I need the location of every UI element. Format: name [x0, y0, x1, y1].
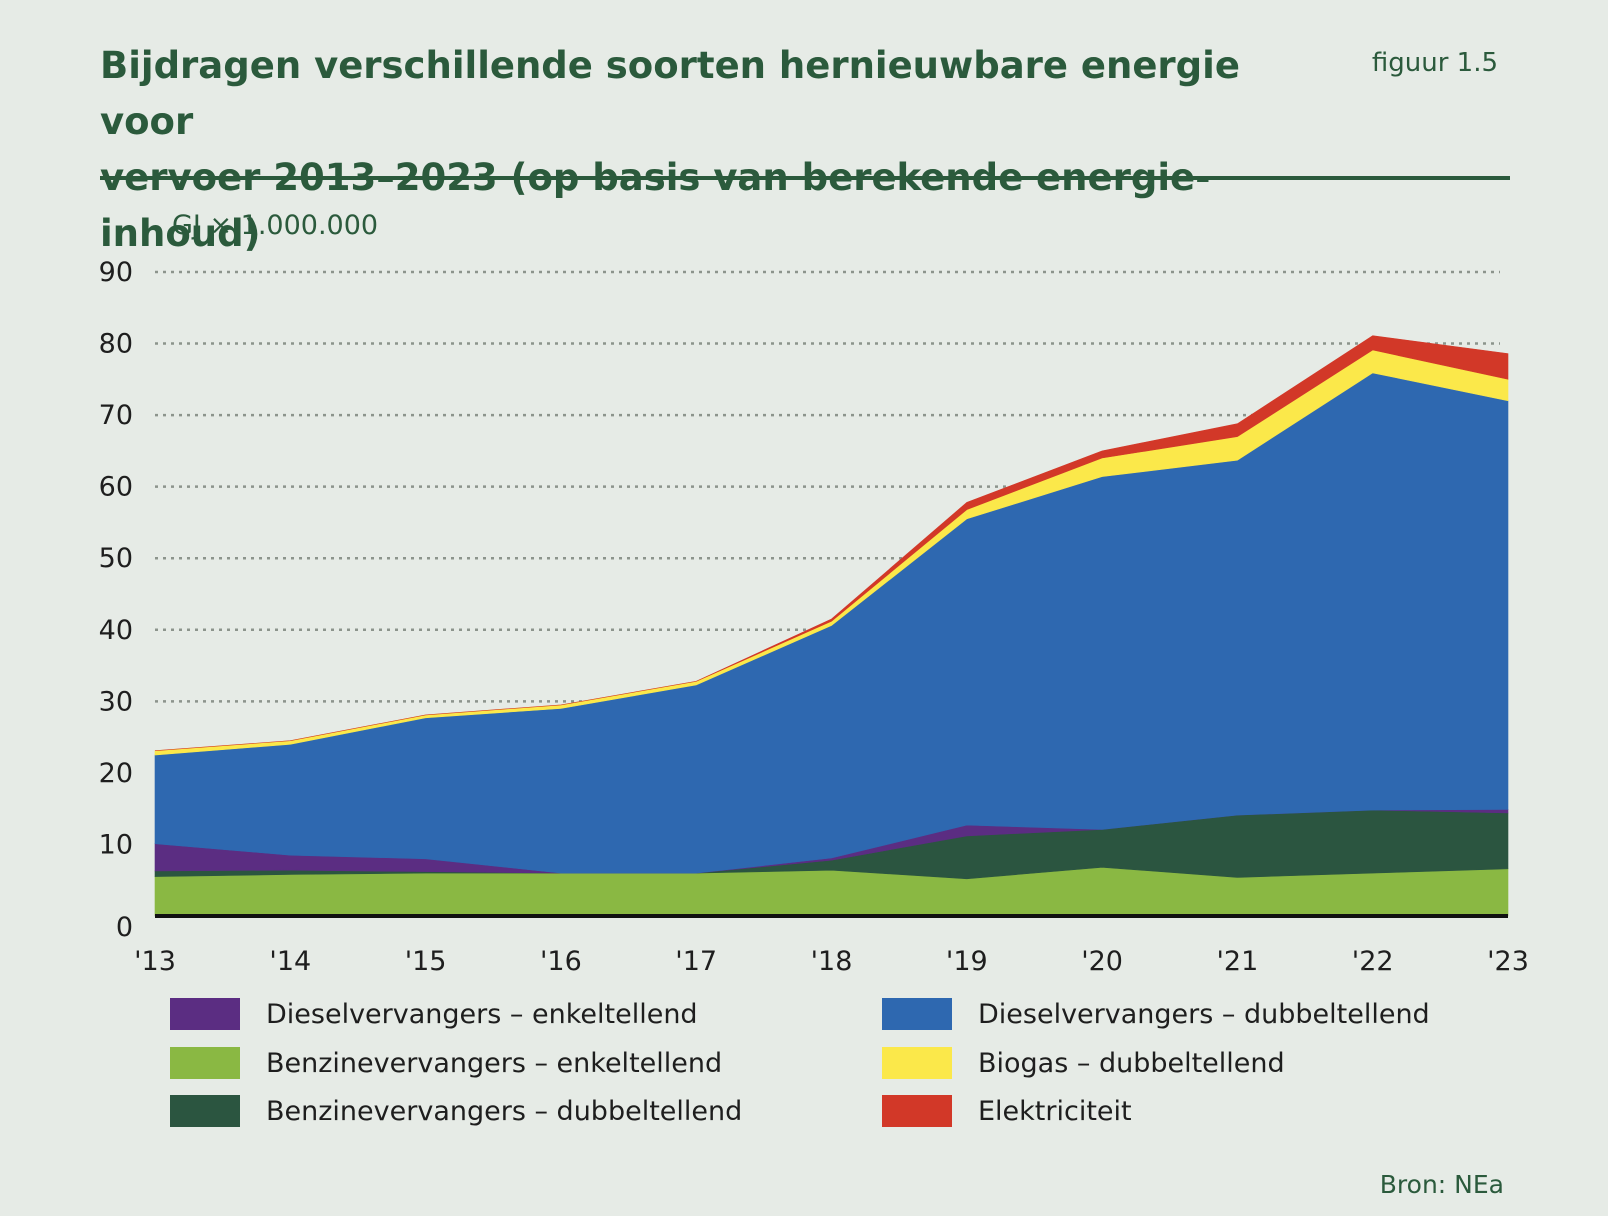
x-tick-label: '22: [1352, 946, 1394, 977]
x-tick-label: '17: [675, 946, 717, 977]
legend-label: Benzinevervangers – dubbeltellend: [266, 1095, 743, 1127]
x-tick-label: '13: [134, 946, 176, 977]
x-tick-label: '16: [540, 946, 582, 977]
x-tick-label: '19: [946, 946, 988, 977]
legend-label: Dieselvervangers – dubbeltellend: [978, 998, 1430, 1030]
y-tick-label: 60: [99, 472, 133, 503]
chart-title-line-1: Bijdragen verschillende soorten hernieuw…: [100, 44, 1240, 143]
x-axis-ticks: '13 '14 '15 '16 '17 '18 '19 '20 '21 '22 '23: [134, 946, 1529, 977]
area-elektriciteit: [154, 335, 1509, 751]
y-tick-label: 10: [99, 829, 133, 860]
legend: Dieselvervangers – enkeltellend Benzinev…: [170, 998, 1470, 1148]
area-series: [154, 335, 1509, 918]
x-tick-label: '14: [269, 946, 311, 977]
legend-swatch: [170, 1095, 240, 1127]
x-tick-label: '15: [405, 946, 447, 977]
y-tick-label: 70: [99, 400, 133, 431]
y-tick-label: 20: [99, 758, 133, 789]
legend-item-elektriciteit: Elektriciteit: [882, 1095, 1132, 1127]
x-tick-label: '21: [1217, 946, 1259, 977]
legend-item-benzinevervangers-enkeltellend: Benzinevervangers – enkeltellend: [170, 1047, 722, 1079]
legend-label: Elektriciteit: [978, 1095, 1132, 1127]
y-tick-label: 50: [99, 543, 133, 574]
x-tick-label: '20: [1081, 946, 1123, 977]
legend-swatch: [882, 1047, 952, 1079]
legend-swatch: [882, 1095, 952, 1127]
y-tick-label: 0: [116, 912, 133, 943]
legend-swatch: [170, 998, 240, 1030]
legend-item-benzinevervangers-dubbeltellend: Benzinevervangers – dubbeltellend: [170, 1095, 742, 1127]
legend-item-dieselvervangers-dubbeltellend: Dieselvervangers – dubbeltellend: [882, 998, 1430, 1030]
x-tick-label: '18: [811, 946, 853, 977]
y-axis-ticks: 0 10 20 30 40 50 60 70 80 90: [99, 257, 133, 943]
y-tick-label: 90: [99, 257, 133, 288]
legend-item-biogas-dubbeltellend: Biogas – dubbeltellend: [882, 1047, 1285, 1079]
y-tick-label: 40: [99, 615, 133, 646]
y-tick-label: 80: [99, 329, 133, 360]
source-note: Bron: NEa: [1379, 1170, 1504, 1199]
legend-swatch: [170, 1047, 240, 1079]
figure-label: figuur 1.5: [1371, 48, 1498, 78]
y-axis-unit-label: GJ × 1.000.000: [172, 210, 379, 241]
legend-label: Biogas – dubbeltellend: [978, 1047, 1285, 1079]
legend-item-dieselvervangers-enkeltellend: Dieselvervangers – enkeltellend: [170, 998, 698, 1030]
legend-swatch: [882, 998, 952, 1030]
x-tick-label: '23: [1487, 946, 1529, 977]
y-tick-label: 30: [99, 686, 133, 717]
legend-label: Dieselvervangers – enkeltellend: [266, 998, 698, 1030]
legend-label: Benzinevervangers – enkeltellend: [266, 1047, 723, 1079]
title-divider: [100, 176, 1510, 180]
